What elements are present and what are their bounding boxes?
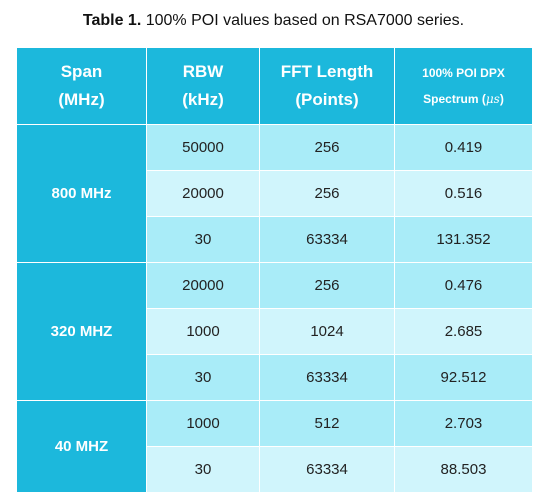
poi-cell: 0.476 [394, 262, 533, 309]
fft-length-cell: 63334 [259, 216, 395, 263]
rbw-cell: 1000 [146, 400, 260, 447]
rbw-cell: 30 [146, 354, 260, 401]
poi-cell: 2.685 [394, 308, 533, 355]
fft-length-cell: 63334 [259, 354, 395, 401]
rbw-cell: 20000 [146, 262, 260, 309]
poi-table: Span (MHz) RBW (kHz) FFT Length (Points)… [16, 47, 533, 493]
fft-length-cell: 63334 [259, 446, 395, 493]
table-row: 30 63334 131.352 [17, 216, 533, 263]
rbw-cell: 1000 [146, 308, 260, 355]
table-row: 320 MHZ 20000 256 0.476 [16, 262, 533, 401]
rbw-cell: 50000 [146, 124, 260, 171]
header-poi: 100% POI DPX Spectrum (μs) [394, 47, 533, 125]
poi-cell: 0.419 [394, 124, 533, 171]
caption-text: 100% POI values based on RSA7000 series. [141, 12, 465, 29]
span-cell: 40 MHZ [16, 400, 147, 493]
span-cell: 800 MHz [16, 124, 147, 263]
poi-cell: 2.703 [394, 400, 533, 447]
table-body: 800 MHz 50000 256 0.419 20000 256 0.516 30 63334… [16, 124, 533, 493]
poi-cell: 92.512 [394, 354, 533, 401]
table-row: 30 63334 92.512 [17, 354, 533, 401]
rbw-cell: 30 [146, 446, 260, 493]
fft-length-cell: 512 [259, 400, 395, 447]
table-row: 800 MHz 50000 256 0.419 [16, 124, 533, 263]
header-rbw: RBW (kHz) [146, 47, 260, 125]
table-row: 40 MHZ 1000 512 2.703 [16, 400, 533, 493]
span-cell: 320 MHZ [16, 262, 147, 401]
poi-cell: 131.352 [394, 216, 533, 263]
table-row: 30 63334 88.503 [17, 446, 533, 493]
header-fft-length: FFT Length (Points) [259, 47, 395, 125]
rbw-cell: 30 [146, 216, 260, 263]
fft-length-cell: 256 [259, 124, 395, 171]
microsecond-unit: μs [485, 92, 500, 106]
caption-label: Table 1. [82, 12, 142, 29]
table-caption: Table 1. 100% POI values based on RSA700… [0, 12, 547, 30]
poi-cell: 88.503 [394, 446, 533, 493]
header-row: Span (MHz) RBW (kHz) FFT Length (Points)… [16, 47, 533, 125]
fft-length-cell: 256 [259, 170, 395, 217]
header-span: Span (MHz) [16, 47, 147, 125]
fft-length-cell: 256 [259, 262, 395, 309]
table-row: 1000 1024 2.685 [17, 308, 533, 355]
poi-cell: 0.516 [394, 170, 533, 217]
fft-length-cell: 1024 [259, 308, 395, 355]
table-row: 20000 256 0.516 [17, 170, 533, 217]
rbw-cell: 20000 [146, 170, 260, 217]
